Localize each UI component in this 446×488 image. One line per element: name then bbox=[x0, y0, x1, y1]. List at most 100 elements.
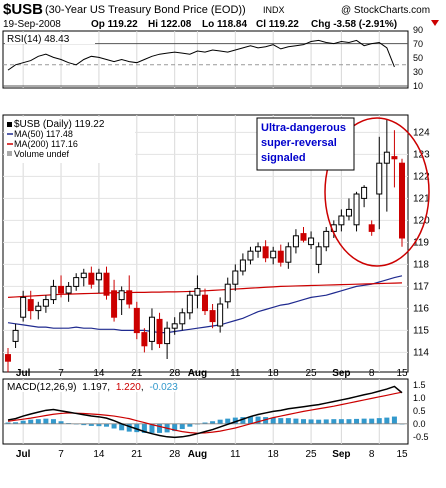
down-triangle-icon bbox=[431, 20, 439, 26]
candle-body bbox=[27, 299, 34, 312]
macd-legend-sep2: , bbox=[141, 382, 144, 393]
macd-histogram-bar bbox=[104, 423, 109, 427]
x-tick-label-bottom: Aug bbox=[188, 449, 207, 460]
x-tick-label-bottom: 8 bbox=[369, 449, 375, 460]
candle-body bbox=[88, 272, 95, 285]
rsi-tick-label: 70 bbox=[413, 39, 423, 49]
candle-body bbox=[247, 250, 254, 261]
price-legend-line1: $USB (Daily) 119.22 bbox=[14, 119, 105, 130]
macd-histogram-bar bbox=[111, 423, 117, 429]
macd-histogram-bar bbox=[361, 418, 367, 424]
candle-body bbox=[179, 312, 186, 325]
price-tick-label: 122 bbox=[413, 171, 430, 182]
price-legend-box bbox=[5, 117, 135, 163]
macd-tick-label: 0.0 bbox=[413, 419, 426, 429]
macd-legend-box bbox=[5, 381, 175, 392]
x-tick-label: 18 bbox=[268, 368, 280, 379]
macd-histogram-bar bbox=[210, 421, 216, 424]
price-legend-swatch bbox=[7, 122, 12, 127]
price-tick-label: 119 bbox=[413, 237, 429, 248]
candle-body bbox=[277, 250, 284, 263]
macd-histogram-bar bbox=[369, 418, 375, 424]
macd-histogram-bar bbox=[247, 416, 253, 424]
x-tick-label-bottom: Jul bbox=[16, 449, 31, 460]
candle-body bbox=[292, 235, 299, 248]
x-tick-label: 25 bbox=[306, 368, 318, 379]
rsi-line bbox=[7, 39, 395, 71]
date-label: 19-Sep-2008 bbox=[3, 19, 61, 30]
candle-body bbox=[126, 290, 133, 305]
macd-histogram-bar bbox=[354, 418, 360, 424]
candle-body bbox=[186, 294, 193, 314]
candle-body bbox=[202, 294, 208, 312]
x-tick-label: Aug bbox=[188, 368, 207, 379]
macd-histogram-bar bbox=[5, 422, 11, 424]
price-tick-label: 117 bbox=[413, 281, 429, 292]
x-tick-label-bottom: 18 bbox=[268, 449, 280, 460]
candle-body bbox=[217, 303, 224, 327]
annotation-line-3: signaled bbox=[261, 152, 306, 164]
annotation-ellipse bbox=[324, 117, 430, 267]
macd-histogram-bar bbox=[225, 418, 231, 424]
change-value: Chg -3.58 (-2.91%) bbox=[311, 19, 397, 30]
macd-histogram-bar bbox=[217, 419, 223, 424]
candle-body bbox=[42, 299, 49, 307]
x-tick-label: 15 bbox=[396, 368, 408, 379]
candle-body bbox=[270, 250, 277, 259]
volume-legend: Volume undef bbox=[14, 149, 70, 159]
annotation-line-2: super-reversal bbox=[261, 137, 337, 149]
macd-histogram-bar bbox=[293, 418, 299, 424]
candle-body bbox=[5, 354, 11, 362]
low-value: Lo 118.84 bbox=[202, 19, 247, 30]
price-tick-label: 116 bbox=[413, 303, 429, 314]
ma50-line bbox=[7, 275, 403, 334]
candle-body bbox=[232, 270, 239, 285]
candle-body bbox=[35, 305, 42, 312]
candle-body bbox=[255, 246, 262, 252]
x-tick-label: 21 bbox=[131, 368, 143, 379]
x-tick-label-bottom: 21 bbox=[131, 449, 143, 460]
candle-body bbox=[118, 290, 125, 301]
macd-histogram-bar bbox=[126, 423, 132, 432]
candle-body bbox=[141, 332, 148, 347]
macd-histogram-bar bbox=[384, 417, 390, 424]
candle-body bbox=[111, 290, 118, 318]
macd-histogram-bar bbox=[376, 418, 382, 424]
macd-histogram-bar bbox=[172, 423, 178, 432]
macd-histogram-bar bbox=[232, 417, 238, 424]
close-value: Cl 119.22 bbox=[256, 19, 299, 30]
macd-histogram-bar bbox=[263, 417, 269, 424]
annotation-line-1: Ultra-dangerous bbox=[261, 122, 346, 134]
x-tick-label: 14 bbox=[93, 368, 105, 379]
high-value: Hi 122.08 bbox=[148, 19, 192, 30]
candle-body bbox=[73, 277, 80, 287]
macd-tick-label: 0.5 bbox=[413, 406, 426, 416]
candle-body bbox=[50, 285, 57, 301]
rsi-tick-label: 50 bbox=[413, 53, 423, 63]
price-tick-label: 115 bbox=[413, 325, 429, 336]
macd-histogram-bar bbox=[43, 418, 49, 424]
candle-body bbox=[338, 215, 345, 226]
watermark: @ StockCharts.com bbox=[341, 5, 430, 16]
macd-histogram-bar bbox=[316, 419, 322, 424]
macd-tick-label: 1.0 bbox=[413, 393, 426, 403]
x-tick-label-bottom: 7 bbox=[58, 449, 64, 460]
macd-legend-label: MACD(12,26,9) bbox=[7, 382, 76, 393]
exchange-label: INDX bbox=[263, 5, 285, 15]
candle-body bbox=[285, 246, 292, 263]
macd-histogram-bar bbox=[149, 423, 155, 433]
macd-histogram-bar bbox=[278, 418, 284, 424]
macd-histogram-bar bbox=[134, 423, 140, 433]
macd-histogram-bar bbox=[35, 419, 41, 424]
macd-histogram-bar bbox=[391, 416, 397, 424]
candle-body bbox=[308, 237, 315, 246]
macd-histogram-bar bbox=[338, 419, 344, 424]
macd-histogram-bar bbox=[202, 422, 208, 424]
candle-body bbox=[148, 316, 155, 342]
candle-body bbox=[383, 151, 390, 164]
macd-legend-signal: 1.220 bbox=[116, 382, 141, 393]
x-tick-label-bottom: 25 bbox=[306, 449, 318, 460]
macd-histogram-bar bbox=[301, 419, 306, 424]
x-tick-label-bottom: 28 bbox=[169, 449, 181, 460]
x-tick-label-bottom: 11 bbox=[230, 449, 241, 460]
